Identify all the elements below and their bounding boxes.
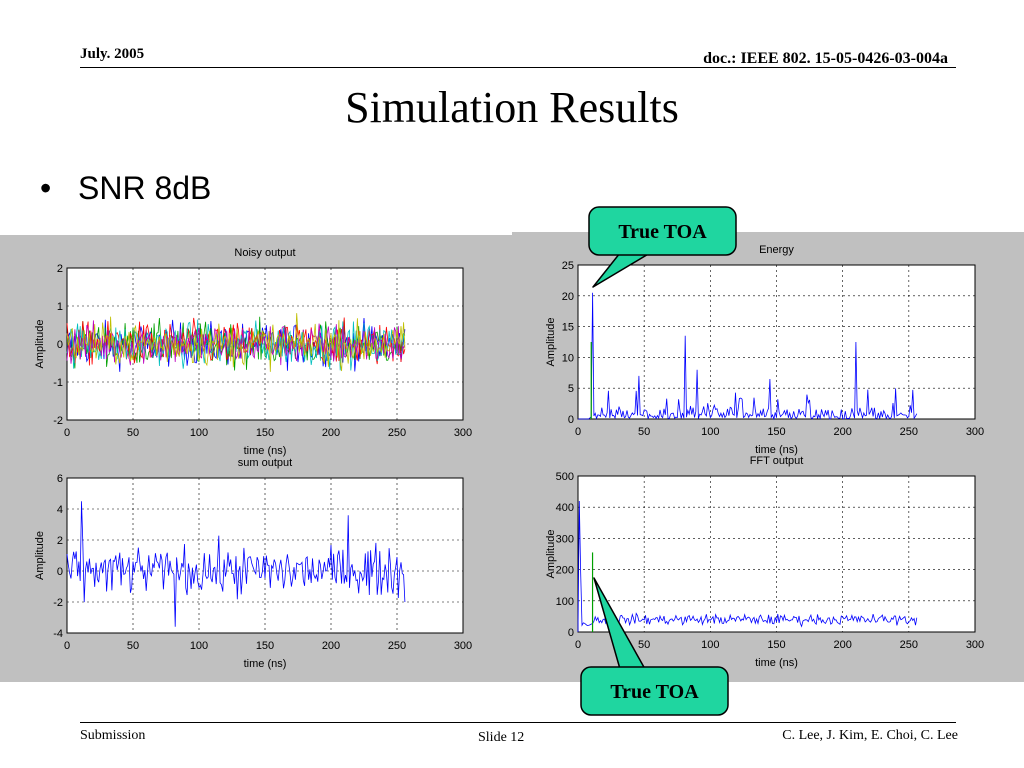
x-axis-label: time (ns) <box>244 445 287 457</box>
y-tick-label: 300 <box>556 533 574 545</box>
y-tick-label: 1 <box>57 301 63 313</box>
x-axis-label: time (ns) <box>244 658 287 670</box>
x-tick-label: 100 <box>190 427 208 439</box>
y-tick-label: -2 <box>53 415 63 427</box>
y-tick-label: 15 <box>562 322 574 334</box>
header-date: July. 2005 <box>80 46 145 62</box>
chart-title: Noisy output <box>234 247 295 259</box>
callout-label: True TOA <box>618 221 707 243</box>
x-tick-label: 250 <box>900 426 918 438</box>
header-doc-id: doc.: IEEE 802. 15-05-0426-03-004a <box>703 50 948 67</box>
x-tick-label: 200 <box>322 427 340 439</box>
x-tick-label: 100 <box>701 426 719 438</box>
callout-label: True TOA <box>610 681 699 703</box>
x-tick-label: 300 <box>966 639 984 651</box>
x-tick-label: 300 <box>454 640 472 652</box>
footer-slide-number: Slide 12 <box>478 730 525 745</box>
x-tick-label: 50 <box>638 426 650 438</box>
chart-title: FFT output <box>750 455 804 467</box>
series-line <box>66 320 406 366</box>
y-tick-label: 4 <box>57 504 63 516</box>
y-tick-label: -1 <box>53 377 63 389</box>
x-tick-label: 0 <box>64 427 70 439</box>
y-tick-label: 100 <box>556 596 574 608</box>
x-axis-label: time (ns) <box>755 444 798 456</box>
x-tick-label: 200 <box>833 639 851 651</box>
y-tick-label: 5 <box>568 383 574 395</box>
callout-true-toa-top: True TOA <box>588 206 737 288</box>
chart-title: Energy <box>759 244 794 256</box>
x-tick-label: 300 <box>454 427 472 439</box>
series-line <box>66 501 406 627</box>
footer-submission: Submission <box>80 728 146 743</box>
series-line <box>66 313 406 372</box>
x-tick-label: 150 <box>256 640 274 652</box>
x-tick-label: 200 <box>322 640 340 652</box>
x-tick-label: 100 <box>190 640 208 652</box>
x-tick-label: 0 <box>64 640 70 652</box>
series-group <box>577 500 918 633</box>
x-tick-label: 150 <box>767 639 785 651</box>
series-line <box>577 500 918 633</box>
y-tick-label: 6 <box>57 473 63 485</box>
x-tick-label: 250 <box>900 639 918 651</box>
callout-true-toa-bottom: True TOA <box>580 577 729 716</box>
y-tick-label: 0 <box>568 627 574 639</box>
y-tick-label: -2 <box>53 597 63 609</box>
y-tick-label: 0 <box>57 339 63 351</box>
y-axis-label: Amplitude <box>545 530 557 579</box>
y-tick-label: 25 <box>562 260 574 272</box>
bullet-dot: • <box>40 170 52 206</box>
chart-title: sum output <box>238 457 292 469</box>
x-tick-label: 200 <box>833 426 851 438</box>
x-tick-label: 250 <box>388 640 406 652</box>
slide-title: Simulation Results <box>345 83 679 132</box>
x-tick-label: 50 <box>127 640 139 652</box>
y-tick-label: 500 <box>556 471 574 483</box>
bullet-text: SNR 8dB <box>78 170 212 206</box>
y-tick-label: 2 <box>57 535 63 547</box>
x-tick-label: 150 <box>767 426 785 438</box>
x-tick-label: 50 <box>127 427 139 439</box>
bullet-item: • SNR 8dB <box>40 170 211 207</box>
series-group <box>66 501 406 627</box>
x-axis-label: time (ns) <box>755 657 798 669</box>
series-group <box>66 313 406 372</box>
y-axis-label: Amplitude <box>34 320 46 369</box>
x-tick-label: 100 <box>701 639 719 651</box>
y-axis-label: Amplitude <box>34 531 46 580</box>
y-tick-label: 2 <box>57 263 63 275</box>
y-tick-label: 0 <box>568 414 574 426</box>
y-tick-label: -4 <box>53 628 63 640</box>
y-axis-label: Amplitude <box>545 318 557 367</box>
y-tick-label: 20 <box>562 291 574 303</box>
x-tick-label: 50 <box>638 639 650 651</box>
footer-rule <box>80 722 956 723</box>
header-rule <box>80 67 956 68</box>
footer-authors: C. Lee, J. Kim, E. Choi, C. Lee <box>782 728 958 743</box>
callout-box <box>580 666 729 716</box>
y-tick-label: 200 <box>556 565 574 577</box>
series-line <box>66 316 406 371</box>
series-group <box>578 292 918 421</box>
x-tick-label: 0 <box>575 639 581 651</box>
x-tick-label: 0 <box>575 426 581 438</box>
x-tick-label: 250 <box>388 427 406 439</box>
y-tick-label: 10 <box>562 352 574 364</box>
y-tick-label: 0 <box>57 566 63 578</box>
plot-area <box>577 475 976 633</box>
series-line <box>578 292 918 421</box>
x-tick-label: 300 <box>966 426 984 438</box>
x-tick-label: 150 <box>256 427 274 439</box>
callout-box <box>588 206 737 256</box>
y-tick-label: 400 <box>556 502 574 514</box>
